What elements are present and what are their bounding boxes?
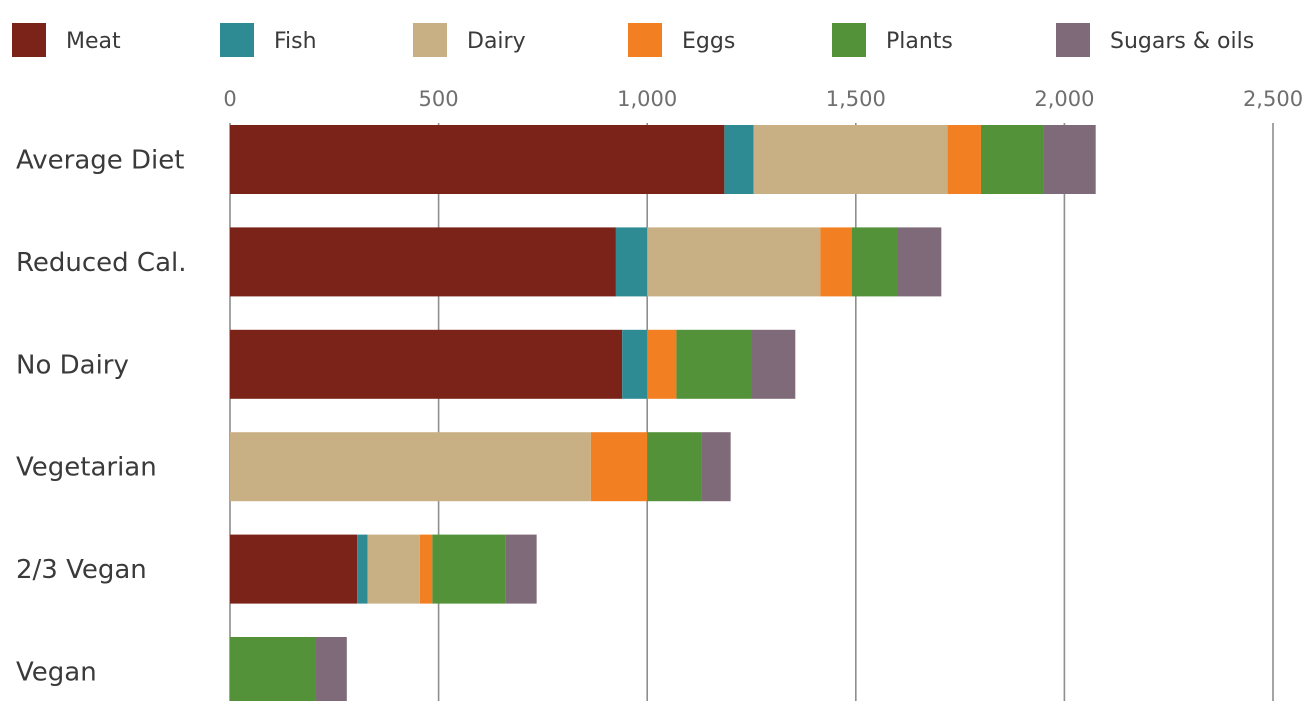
bar-segment-vegan-sugars-and-oils [315, 637, 347, 701]
bar-segment-reduced-cal-dairy [647, 227, 821, 297]
legend-swatch-sugars-and-oils [1056, 23, 1090, 57]
bar-segment-2-3-vegan-meat [230, 534, 358, 604]
x-tick-label-1000: 1,000 [617, 87, 677, 111]
legend-swatch-dairy [413, 23, 447, 57]
legend-item-eggs: Eggs [628, 23, 735, 57]
bar-group-average-diet [230, 125, 1096, 194]
bar-segment-no-dairy-sugars-and-oils [751, 329, 796, 399]
bar-segment-reduced-cal-plants [851, 227, 898, 297]
bar-group-reduced-cal [230, 227, 942, 297]
legend-label-fish: Fish [274, 29, 317, 54]
category-label-no-dairy: No Dairy [16, 350, 129, 380]
bar-segment-average-diet-fish [724, 125, 754, 194]
bar-segment-average-diet-dairy [753, 125, 948, 194]
bar-segment-no-dairy-fish [622, 329, 648, 399]
bar-segment-2-3-vegan-dairy [367, 534, 420, 604]
legend-label-meat: Meat [66, 29, 121, 54]
bar-group-no-dairy [230, 329, 796, 399]
bar-segment-average-diet-sugars-and-oils [1043, 125, 1096, 194]
bar-segment-2-3-vegan-sugars-and-oils [505, 534, 537, 604]
bar-segment-reduced-cal-eggs [820, 227, 852, 297]
legend-swatch-fish [220, 23, 254, 57]
legend-label-dairy: Dairy [467, 29, 526, 54]
legend-item-sugars-and-oils: Sugars & oils [1056, 23, 1254, 57]
bars [230, 125, 1096, 701]
legend: Meat Fish Dairy Eggs Plants Sugars & oils [12, 23, 1254, 57]
bar-segment-no-dairy-eggs [647, 329, 677, 399]
bar-segment-vegetarian-dairy [230, 432, 591, 502]
legend-item-dairy: Dairy [413, 23, 526, 57]
legend-swatch-eggs [628, 23, 662, 57]
bar-segment-vegetarian-sugars-and-oils [701, 432, 731, 502]
x-axis-ticks: 0 500 1,000 1,500 2,000 2,500 [223, 87, 1303, 111]
legend-label-plants: Plants [886, 29, 953, 54]
bar-segment-2-3-vegan-plants [432, 534, 506, 604]
category-label-2-3-vegan: 2/3 Vegan [16, 555, 147, 585]
grid [229, 123, 1274, 701]
bar-group-vegan [230, 637, 347, 701]
bar-segment-no-dairy-meat [230, 329, 623, 399]
bar-segment-no-dairy-plants [676, 329, 752, 399]
bar-segment-2-3-vegan-fish [357, 534, 368, 604]
x-tick-label-2000: 2,000 [1034, 87, 1094, 111]
category-label-vegetarian: Vegetarian [16, 453, 157, 483]
legend-item-fish: Fish [220, 23, 317, 57]
legend-item-meat: Meat [12, 23, 121, 57]
category-label-reduced-cal: Reduced Cal. [16, 248, 187, 278]
bar-segment-reduced-cal-meat [230, 227, 616, 297]
category-labels: Average Diet Reduced Cal. No Dairy Vegetari… [16, 146, 187, 688]
bar-segment-average-diet-meat [230, 125, 725, 194]
bar-group-2-3-vegan [230, 534, 537, 604]
legend-label-eggs: Eggs [682, 29, 735, 54]
category-label-vegan: Vegan [16, 658, 97, 688]
bar-segment-vegan-plants [230, 637, 316, 701]
bar-segment-vegetarian-eggs [590, 432, 648, 502]
bar-segment-average-diet-eggs [947, 125, 981, 194]
x-tick-label-500: 500 [419, 87, 459, 111]
bar-segment-average-diet-plants [980, 125, 1044, 194]
bar-segment-2-3-vegan-eggs [419, 534, 433, 604]
legend-swatch-meat [12, 23, 46, 57]
legend-swatch-plants [832, 23, 866, 57]
category-label-average-diet: Average Diet [16, 146, 184, 176]
bar-segment-vegetarian-plants [647, 432, 702, 502]
x-tick-label-2500: 2,500 [1243, 87, 1303, 111]
legend-item-plants: Plants [832, 23, 953, 57]
x-tick-label-0: 0 [223, 87, 236, 111]
x-tick-label-1500: 1,500 [826, 87, 886, 111]
bar-segment-reduced-cal-sugars-and-oils [897, 227, 942, 297]
bar-group-vegetarian [230, 432, 731, 502]
bar-segment-reduced-cal-fish [615, 227, 648, 297]
legend-label-sugars-and-oils: Sugars & oils [1110, 29, 1254, 54]
